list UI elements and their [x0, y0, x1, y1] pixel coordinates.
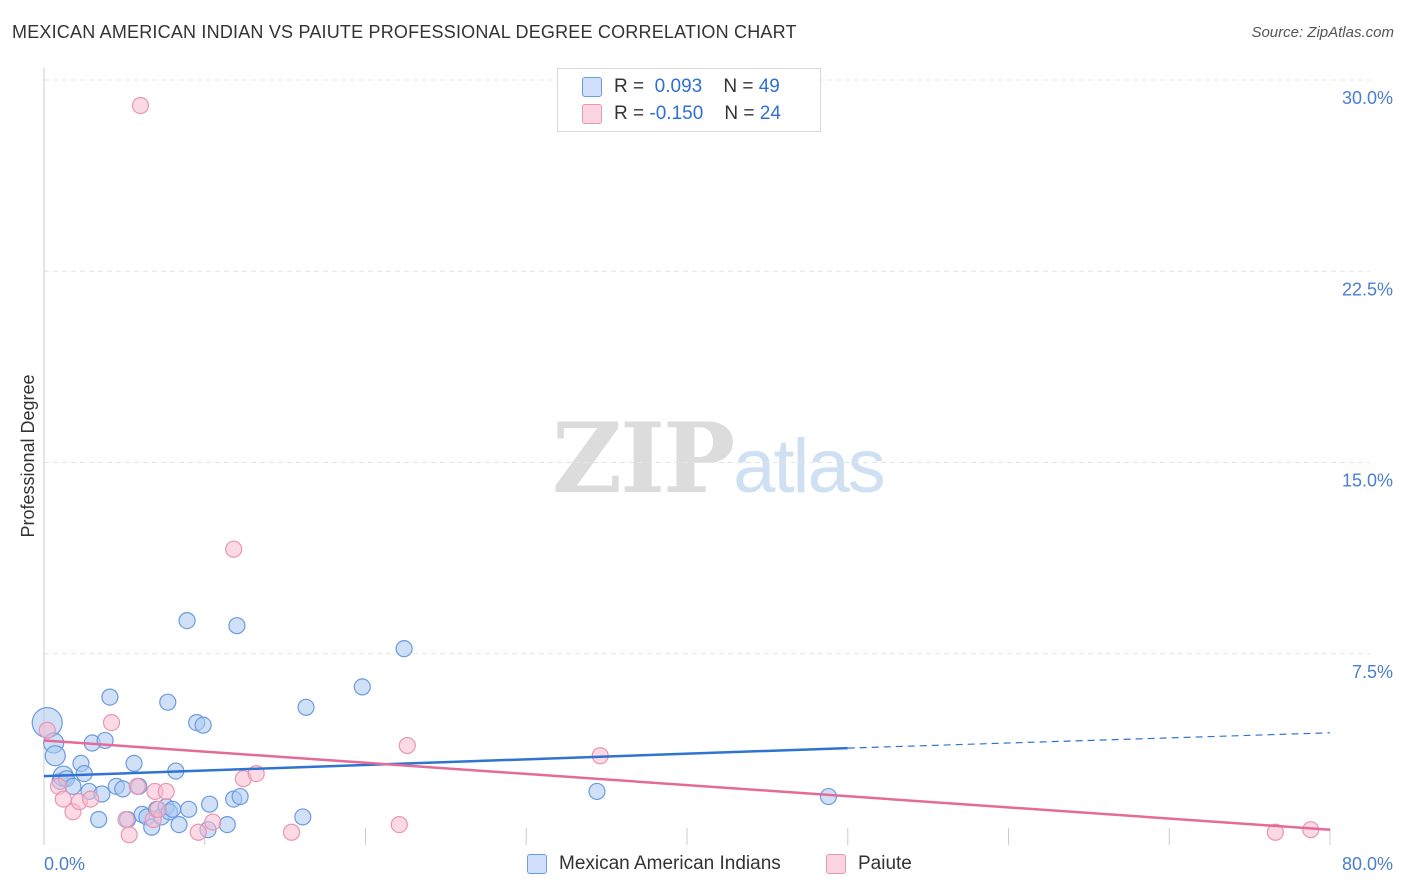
r-value: 0.093	[654, 76, 703, 97]
pink-point	[149, 800, 167, 818]
blue-point	[194, 716, 212, 734]
pink-point	[128, 777, 146, 795]
y-tick-label: 15.0%	[1342, 471, 1393, 491]
legend-label: Paiute	[858, 853, 912, 874]
y-tick-label: 30.0%	[1342, 88, 1393, 108]
r-label: R =	[614, 103, 645, 124]
x-tick-label: 80.0%	[1342, 854, 1393, 874]
pink-point	[1266, 823, 1284, 841]
pink-swatch	[826, 854, 846, 874]
n-label: N =	[724, 103, 755, 124]
x-tick-label: 0.0%	[44, 854, 85, 874]
pink-point	[225, 540, 243, 558]
blue-point	[231, 787, 249, 806]
stats-legend-row-blue: R = 0.093 N = 49	[582, 75, 780, 99]
pink-swatch	[582, 104, 602, 124]
blue-point	[297, 698, 315, 716]
blue-point	[200, 795, 219, 813]
pink-point	[204, 813, 222, 831]
n-label: N =	[723, 76, 754, 97]
blue-point	[159, 693, 177, 711]
r-value: -0.150	[649, 103, 704, 124]
blue-trendline	[43, 746, 848, 778]
legend-item-paiute: Paiute	[826, 851, 912, 877]
n-value: 24	[759, 103, 781, 124]
y-tick-label: 7.5%	[1352, 662, 1393, 682]
y-tick-label: 22.5%	[1342, 279, 1393, 299]
source-label: Source: ZipAtlas.com	[1251, 24, 1394, 41]
blue-point	[125, 754, 143, 773]
pink-point	[131, 96, 150, 115]
pink-point	[390, 815, 408, 834]
blue-point	[178, 611, 196, 630]
y-axis-label: Professional Degree	[18, 374, 38, 537]
blue-point	[228, 617, 246, 635]
blue-point	[353, 678, 371, 696]
pink-trendline	[43, 739, 1331, 831]
pink-point	[102, 713, 121, 732]
stats-legend: R = 0.093 N = 49 R = -0.150 N = 24	[557, 68, 821, 132]
blue-point	[90, 810, 108, 829]
blue-point	[180, 800, 198, 818]
pink-point	[189, 823, 207, 841]
pink-point	[38, 721, 56, 739]
pink-point	[282, 823, 301, 841]
blue-swatch	[527, 854, 547, 874]
r-label: R =	[614, 76, 645, 97]
blue-point	[819, 787, 838, 806]
blue-point	[164, 800, 182, 818]
chart-title: MEXICAN AMERICAN INDIAN VS PAIUTE PROFES…	[12, 22, 797, 42]
watermark-zip: ZIP	[552, 402, 735, 515]
blue-point	[101, 688, 119, 706]
blue-point	[114, 780, 132, 798]
pink-point	[157, 782, 175, 801]
pink-point	[117, 810, 135, 829]
blue-swatch	[582, 77, 602, 97]
pink-point	[120, 826, 138, 844]
blue-point	[44, 745, 66, 767]
blue-point	[395, 640, 413, 658]
stats-legend-row-pink: R = -0.150 N = 24	[582, 102, 781, 126]
watermark-atlas: atlas	[733, 424, 886, 509]
legend-item-mexican-american-indians: Mexican American Indians	[527, 851, 781, 877]
pink-point	[82, 790, 100, 808]
blue-point	[588, 782, 606, 801]
n-value: 49	[758, 76, 780, 97]
blue-point	[218, 815, 236, 834]
blue-point	[294, 808, 312, 826]
blue-trendline-extension	[847, 732, 1331, 749]
blue-point	[170, 815, 188, 834]
legend-label: Mexican American Indians	[559, 853, 781, 874]
pink-point	[398, 736, 416, 755]
watermark: ZIPatlas	[552, 402, 886, 515]
